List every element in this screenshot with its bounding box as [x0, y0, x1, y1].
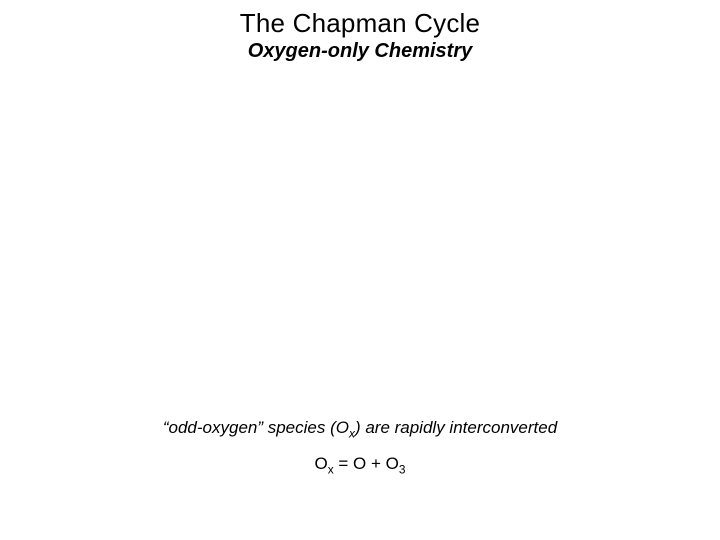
eq-mid: = O + O	[334, 454, 399, 473]
odd-oxygen-note: “odd-oxygen” species (Ox) are rapidly in…	[0, 418, 720, 438]
note-text-suffix: ) are rapidly interconverted	[355, 418, 557, 437]
slide-title: The Chapman Cycle	[0, 8, 720, 39]
eq-O1: O	[314, 454, 327, 473]
note-text-prefix: “odd-oxygen” species (O	[163, 418, 349, 437]
slide: The Chapman Cycle Oxygen-only Chemistry …	[0, 0, 720, 540]
slide-subtitle: Oxygen-only Chemistry	[0, 40, 720, 63]
eq-sub-3: 3	[399, 462, 406, 476]
ox-equation: Ox = O + O3	[0, 454, 720, 474]
